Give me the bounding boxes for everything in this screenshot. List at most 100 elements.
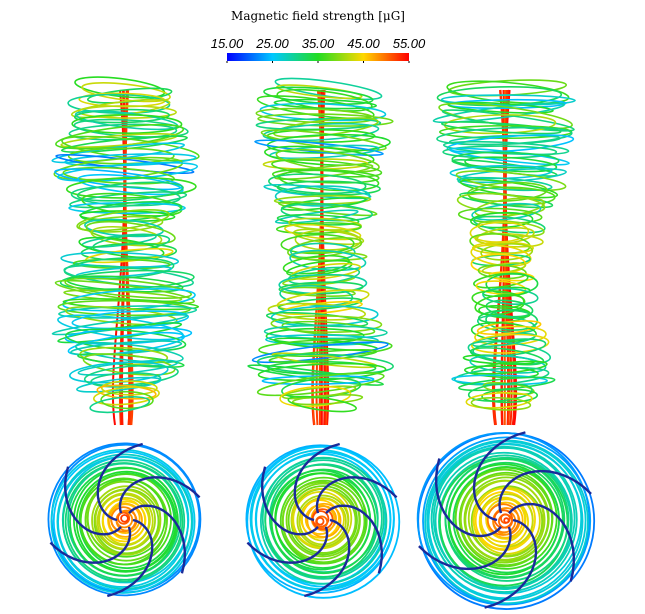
disc-loop: [91, 485, 162, 556]
field-loop: [57, 322, 183, 344]
field-loop: [451, 151, 560, 169]
field-loop: [76, 181, 184, 202]
field-loop: [280, 233, 355, 255]
spiral-line: [96, 442, 144, 522]
spiral-line: [303, 518, 351, 598]
field-loop: [65, 328, 187, 352]
field-loop: [57, 299, 191, 317]
disc-loop: [47, 442, 202, 597]
field-loop: [470, 396, 532, 411]
disc-loop: [315, 516, 325, 526]
field-loop: [276, 180, 381, 196]
field-loop: [78, 236, 165, 259]
colorbar-tick-label: 35.00: [302, 36, 335, 51]
field-loop: [481, 388, 539, 404]
spiral-line: [315, 476, 398, 514]
field-loop: [90, 372, 162, 388]
field-loop: [475, 280, 527, 296]
field-loop: [277, 297, 363, 312]
field-loop: [93, 386, 160, 406]
colorbar-tick-label: 15.00: [211, 36, 244, 51]
spiral-line: [260, 466, 319, 536]
field-loop: [67, 93, 171, 115]
spiral-line: [418, 526, 512, 571]
field-loop: [255, 107, 376, 124]
disc-loop: [422, 436, 592, 606]
disc-loop: [503, 517, 510, 524]
field-loop: [268, 173, 367, 195]
field-loop: [473, 215, 546, 234]
field-loop: [274, 77, 383, 101]
field-loop: [472, 338, 547, 357]
field-loop: [476, 320, 542, 335]
field-loop: [59, 269, 195, 290]
field-loop: [71, 114, 183, 134]
field-loop: [471, 360, 548, 375]
field-loop: [473, 272, 529, 289]
field-loop: [270, 315, 383, 333]
field-loop: [287, 395, 357, 413]
field-loop: [77, 173, 184, 196]
spiral-line: [508, 502, 576, 582]
spiral-line: [498, 469, 592, 514]
field-loop: [470, 211, 534, 229]
field-loop: [447, 101, 554, 114]
field-loop: [64, 326, 193, 345]
field-loop: [65, 176, 197, 199]
colorbar-tick-label: 25.00: [255, 36, 289, 51]
field-loop: [446, 134, 575, 153]
field-loop: [442, 140, 570, 156]
field-loop: [455, 170, 567, 192]
field-loop: [81, 82, 171, 103]
field-loop: [466, 181, 548, 202]
field-loop: [276, 84, 363, 100]
field-loop: [56, 161, 199, 182]
spiral-line: [63, 466, 122, 536]
field-loop: [470, 333, 550, 354]
spiral-line: [293, 442, 341, 522]
disc-loop: [285, 482, 361, 558]
spiral-line: [484, 518, 538, 609]
field-loop: [464, 365, 539, 379]
field-loop: [274, 209, 359, 224]
field-loop: [474, 293, 526, 316]
field-loop: [275, 222, 362, 235]
disc-loop: [463, 476, 549, 562]
field-loop: [485, 309, 539, 331]
field-loop: [64, 153, 197, 167]
field-line-renderings: [47, 76, 596, 610]
field-loop: [100, 390, 154, 410]
disc-loop: [117, 511, 131, 525]
field-loop: [474, 325, 547, 346]
field-loop: [278, 281, 364, 295]
colorbar: [227, 53, 409, 61]
colorbar-tick-label: 55.00: [393, 36, 426, 51]
field-loop: [274, 185, 371, 207]
field-loop: [280, 203, 373, 222]
field-loop: [251, 341, 389, 364]
field-loop: [267, 302, 366, 321]
disc-loop: [458, 471, 553, 567]
field-loop: [76, 376, 162, 393]
field-loop: [278, 169, 380, 192]
colorbar-title: Magnetic field strength [μG]: [231, 9, 405, 23]
spiral-line: [49, 526, 132, 564]
field-loop: [282, 254, 350, 275]
field-loop: [284, 223, 362, 241]
field-loop: [464, 156, 558, 173]
field-loop: [265, 327, 365, 345]
field-loop: [78, 215, 164, 233]
field-loop: [432, 102, 565, 124]
field-loop: [471, 202, 542, 221]
field-loop: [256, 95, 375, 120]
field-loop: [279, 385, 352, 408]
field-loop: [472, 241, 534, 255]
spiral-line: [246, 526, 329, 564]
field-loop: [440, 94, 576, 106]
disc-loop: [434, 451, 573, 591]
disc-loop: [268, 463, 379, 574]
field-loop: [74, 341, 184, 364]
field-loop: [289, 251, 368, 261]
colorbar-tick-label: 45.00: [347, 36, 380, 51]
disc-loop: [304, 504, 336, 535]
